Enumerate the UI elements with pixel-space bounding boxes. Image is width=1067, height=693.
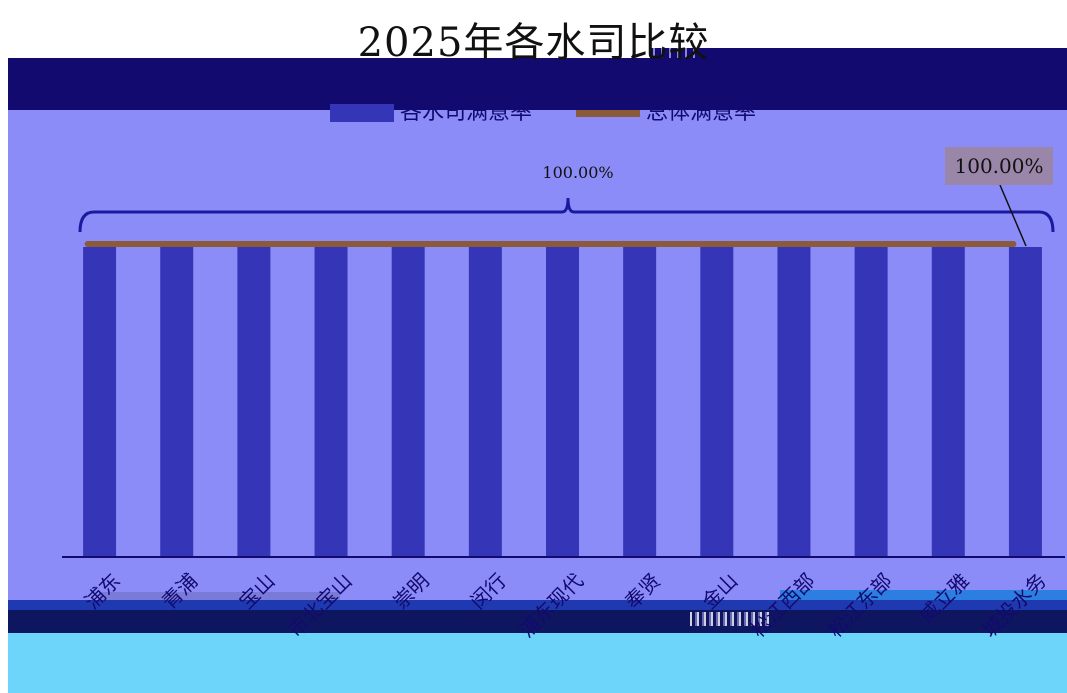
bar-5 bbox=[391, 247, 425, 557]
callout-box bbox=[945, 147, 1053, 185]
bottom-background bbox=[8, 633, 1067, 693]
x-tick-label-2: 青浦 bbox=[157, 569, 202, 614]
bar-12 bbox=[931, 247, 965, 557]
bar-1 bbox=[83, 247, 117, 557]
callout-leader-line bbox=[999, 184, 1027, 247]
bottom-artifact bbox=[100, 592, 340, 600]
bar-10 bbox=[777, 247, 811, 557]
bottom-band-accent bbox=[780, 590, 1067, 600]
bar-3 bbox=[237, 247, 271, 557]
x-tick-label-12: 威立雅 bbox=[914, 569, 973, 628]
x-tick-label-1: 浦东 bbox=[80, 569, 125, 614]
x-tick-label-10: 松江西部 bbox=[746, 569, 820, 643]
bottom-band-top bbox=[8, 600, 1067, 610]
x-tick-label-7: 浦东现代 bbox=[514, 569, 588, 643]
bar-6 bbox=[468, 247, 502, 557]
x-tick-label-6: 闵行 bbox=[466, 569, 511, 614]
legend-label-bar: 各水司满意率 bbox=[400, 100, 533, 125]
x-tick-label-4: 市北宝山 bbox=[283, 569, 357, 643]
legend-label-line: 总体满意率 bbox=[646, 100, 757, 125]
bar-2 bbox=[160, 247, 194, 557]
x-tick-label-5: 崇明 bbox=[388, 569, 433, 614]
legend-swatch-bar bbox=[330, 104, 394, 122]
legend-swatch-line bbox=[576, 109, 640, 117]
x-tick-label-13: 城投水务 bbox=[977, 569, 1051, 643]
bottom-artifact-noise bbox=[690, 612, 770, 626]
x-tick-label-9: 金山 bbox=[697, 569, 742, 614]
x-tick-label-8: 奉贤 bbox=[620, 569, 665, 614]
legend-item-bar: 各水司满意率 bbox=[330, 98, 532, 128]
banner-artifact bbox=[660, 48, 1067, 58]
x-tick-label-3: 宝山 bbox=[234, 569, 279, 614]
bar-11 bbox=[854, 247, 888, 557]
line-data-label: 100.00% bbox=[954, 154, 1044, 178]
top-banner-band bbox=[8, 58, 1067, 110]
bottom-band bbox=[8, 610, 1067, 633]
chart-title: 2025年各水司比较 bbox=[357, 20, 710, 66]
bar-7 bbox=[546, 247, 579, 557]
x-tick-label-11: 松江东部 bbox=[823, 569, 897, 643]
bracket-annotation bbox=[78, 197, 1055, 233]
legend-item-line: 总体满意率 bbox=[576, 98, 756, 128]
bar-9 bbox=[700, 247, 734, 557]
bar-8 bbox=[623, 247, 657, 557]
bar-13 bbox=[1008, 247, 1042, 557]
legend: 各水司满意率 总体满意率 bbox=[0, 98, 1067, 128]
bar-data-label: 100.00% bbox=[542, 163, 613, 182]
bar-4 bbox=[314, 247, 348, 557]
banner-artifact-noise bbox=[650, 48, 700, 58]
